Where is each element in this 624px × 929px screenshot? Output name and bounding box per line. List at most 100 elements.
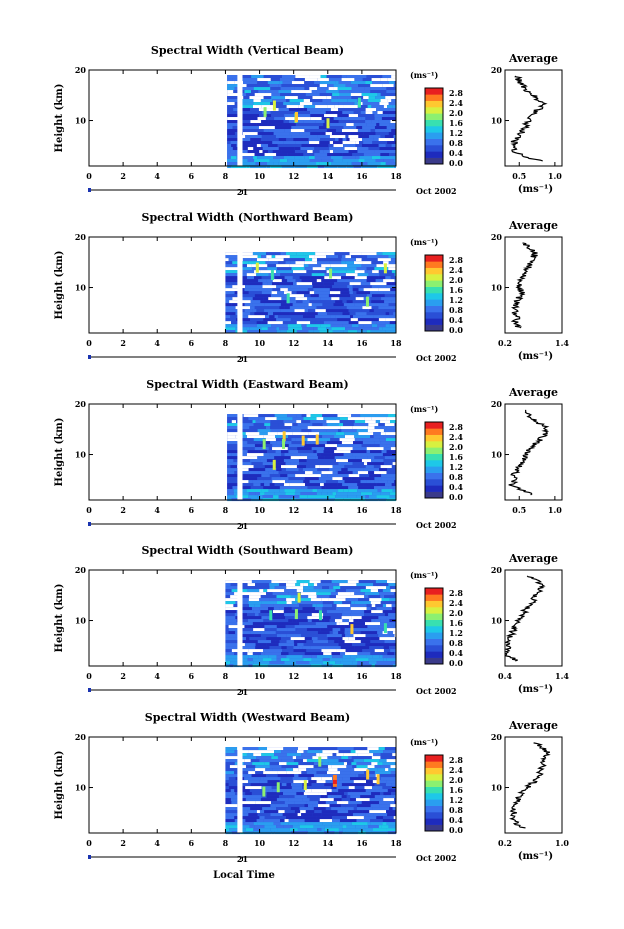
y-axis-label: Height (km) (54, 84, 65, 153)
colorbar-swatch (425, 491, 443, 499)
y-tick-label: 20 (75, 65, 87, 75)
colorbar-swatch (425, 428, 443, 435)
colorbar-swatch (425, 780, 443, 787)
avg-y-tick-label: 10 (491, 783, 503, 793)
colorbar-tick-label: 1.2 (449, 628, 463, 638)
colorbar-swatch (425, 157, 443, 165)
x-tick-label: 18 (390, 505, 402, 515)
colorbar-swatch (425, 441, 443, 448)
average-xlabel: (ms⁻¹) (518, 851, 553, 862)
avg-x-tick-label: 1.0 (555, 838, 569, 848)
x-tick-label: 4 (154, 338, 160, 348)
data-gap (237, 576, 243, 666)
heatmap-cells (225, 743, 396, 835)
x-tick-label: 6 (189, 838, 195, 848)
colorbar-tick-label: 1.2 (449, 795, 463, 805)
day-label: 21 (237, 187, 248, 197)
day-label: 21 (237, 521, 248, 531)
date-line-start (88, 688, 91, 692)
day-label: 21 (237, 854, 248, 864)
x-tick-label: 18 (390, 171, 402, 181)
colorbar-swatch (425, 600, 443, 608)
x-tick-label: 10 (254, 838, 266, 848)
colorbar-tick-label: 0.8 (449, 138, 463, 148)
x-tick-label: 2 (120, 505, 126, 515)
x-tick-label: 12 (288, 338, 299, 348)
colorbar-tick-label: 0.4 (449, 482, 463, 492)
colorbar-tick-label: 2.4 (449, 765, 463, 775)
avg-y-tick-label: 10 (491, 450, 503, 460)
colorbar-tick-label: 0.8 (449, 805, 463, 815)
colorbar-swatch (425, 286, 443, 294)
heatmap-cells (227, 410, 396, 502)
avg-y-tick-label: 10 (491, 283, 503, 293)
x-tick-label: 8 (223, 671, 229, 681)
colorbar-tick-label: 2.4 (449, 598, 463, 608)
colorbar-swatch (425, 774, 443, 781)
colorbar-tick-label: 0.0 (449, 325, 463, 335)
panel-title: Spectral Width (Westward Beam) (145, 711, 350, 724)
colorbar-tick-label: 1.6 (449, 452, 463, 462)
y-tick-label: 10 (75, 116, 87, 126)
colorbar-swatch (425, 113, 443, 120)
average-frame (504, 569, 563, 667)
avg-y-tick-label: 20 (491, 65, 503, 75)
avg-x-tick-label: 0.5 (512, 171, 526, 181)
colorbar-swatch (425, 318, 443, 325)
colorbar-frame (424, 754, 444, 832)
average-profile-line (510, 75, 548, 162)
average-profile-line (504, 575, 546, 662)
x-tick-label: 6 (189, 171, 195, 181)
colorbar-swatch (425, 466, 443, 473)
colorbar-swatch (425, 126, 443, 133)
panel-1: Spectral Width (Vertical Beam) 0 2 4 6 8 10 12 1… (54, 44, 563, 197)
x-tick-label: 16 (356, 171, 368, 181)
colorbar-swatch (425, 422, 443, 429)
colorbar-swatch (425, 132, 443, 139)
colorbar-swatch (425, 651, 443, 658)
x-tick-label: 10 (254, 671, 266, 681)
colorbar-frame (424, 421, 444, 499)
avg-y-tick-label: 20 (491, 565, 503, 575)
colorbar-swatch (425, 626, 443, 633)
colorbar-tick-label: 1.2 (449, 128, 463, 138)
date-line-start (88, 355, 91, 359)
avg-x-tick-label: 0.4 (498, 671, 512, 681)
colorbar-tick-label: 0.4 (449, 648, 463, 658)
colorbar-swatch (425, 818, 443, 825)
date-label: Oct 2002 (416, 520, 457, 530)
panel-2: Spectral Width (Northward Beam) 0 2 4 6 8 10 12… (54, 211, 569, 364)
panel-title: Spectral Width (Vertical Beam) (151, 44, 344, 57)
colorbar-swatch (425, 305, 443, 313)
y-tick-label: 20 (75, 399, 87, 409)
x-tick-label: 8 (223, 505, 229, 515)
colorbar-swatch (425, 812, 443, 819)
colorbar-tick-label: 2.4 (449, 265, 463, 275)
colorbar-swatch (425, 645, 443, 652)
colorbar-tick-label: 2.8 (449, 422, 463, 432)
y-axis-label: Height (km) (54, 584, 65, 653)
colorbar-swatch (425, 767, 443, 775)
x-tick-label: 14 (322, 171, 334, 181)
colorbar-swatch (425, 824, 443, 832)
data-gap (237, 410, 243, 500)
colorbar-unit: (ms⁻¹) (410, 404, 438, 414)
x-tick-label: 2 (120, 838, 126, 848)
average-xlabel: (ms⁻¹) (518, 351, 553, 362)
average-title: Average (508, 52, 558, 65)
colorbar-swatch (425, 453, 443, 461)
colorbar-tick-label: 2.8 (449, 755, 463, 765)
x-tick-label: 8 (223, 838, 229, 848)
colorbar-tick-label: 0.0 (449, 158, 463, 168)
y-tick-label: 10 (75, 450, 87, 460)
colorbar-tick-label: 1.6 (449, 285, 463, 295)
colorbar-swatch (425, 607, 443, 614)
x-tick-label: 16 (356, 838, 368, 848)
x-tick-label: 0 (86, 671, 92, 681)
avg-x-tick-label: 1.4 (555, 671, 569, 681)
colorbar-swatch (425, 299, 443, 306)
x-tick-label: 8 (223, 171, 229, 181)
average-frame (504, 736, 563, 834)
y-tick-label: 10 (75, 616, 87, 626)
x-tick-label: 16 (356, 505, 368, 515)
